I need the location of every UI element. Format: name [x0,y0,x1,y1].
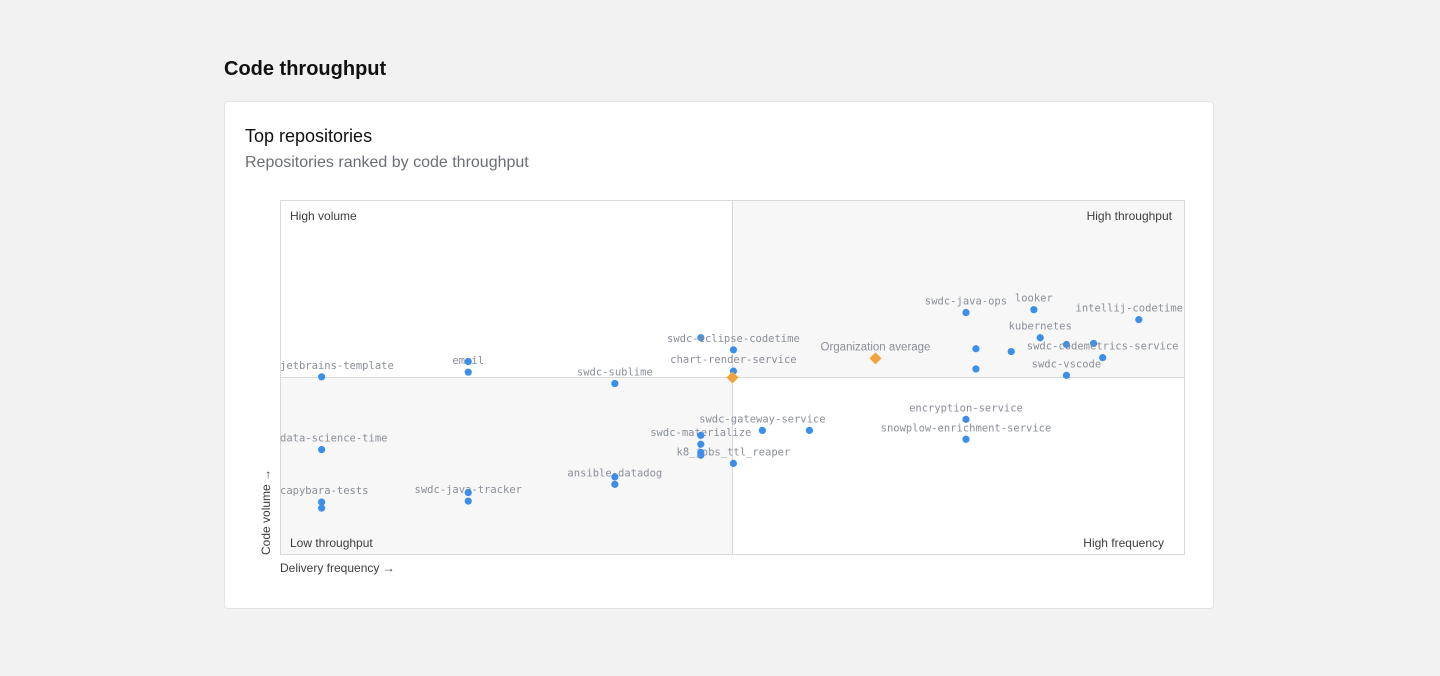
point-label: snowplow-enrichment-service [881,422,1052,434]
plot-background [280,200,1185,555]
data-point[interactable] [805,426,814,434]
point-label: swdc-gateway-service [699,413,825,425]
data-point[interactable] [697,431,705,439]
data-point[interactable] [972,345,980,353]
point-label: looker [1015,293,1053,305]
data-point[interactable] [697,440,705,448]
point-label: chart-render-service [670,354,796,366]
data-point[interactable] [464,497,472,505]
data-point[interactable] [464,357,472,366]
data-point[interactable] [697,448,705,457]
average-marker[interactable] [726,371,739,384]
data-point[interactable] [962,435,970,443]
point-label: data-science-time [280,433,387,445]
point-label: swdc-codemetrics-service [1027,341,1179,353]
page-title: Code throughput [224,58,387,80]
data-point[interactable] [1099,354,1107,362]
data-point[interactable] [1062,371,1071,379]
point-label: swdc-sublime [577,367,653,379]
point-label: swdc-java-ops [925,296,1007,308]
data-point[interactable] [611,379,619,388]
data-point[interactable] [1062,340,1071,349]
quadrant-low-throughput [280,377,733,555]
data-point[interactable] [318,445,326,454]
data-point[interactable] [464,488,472,497]
data-point[interactable] [1135,316,1143,324]
point-label: kubernetes [1009,321,1072,333]
organization-average-label: Organization average [821,341,931,353]
point-label: jetbrains-template [280,360,394,372]
point-label: swdc-eclipse-codetime [667,333,800,345]
quadrant-label-high-throughput: High throughput [1087,209,1173,223]
data-point[interactable] [697,334,705,342]
quadrant-label-low-throughput: Low throughput [290,536,373,550]
data-point[interactable] [972,365,980,373]
quadrant-labels: High volume High throughput Low throughp… [290,209,1173,550]
data-point[interactable] [318,373,326,381]
plot-border [280,200,1185,555]
data-point[interactable] [962,308,970,317]
data-point[interactable] [962,415,970,423]
card-title: Top repositories [245,126,373,146]
y-axis-label: Code volume → [259,469,273,555]
data-point[interactable] [464,368,472,376]
data-point[interactable] [758,426,766,434]
card-subtitle: Repositories ranked by code throughput [245,154,529,171]
point-label: intellij-codetime [1076,303,1183,315]
data-point[interactable] [1007,347,1015,356]
data-point[interactable] [1030,306,1038,314]
quadrant-label-high-frequency: High frequency [1083,536,1164,550]
point-label: k8_jobs_ttl_reaper [677,446,791,458]
quadrant-label-high-volume: High volume [290,209,357,223]
data-point[interactable] [729,346,738,354]
data-point[interactable] [1036,334,1044,342]
data-points: jetbrains-templateemailswdc-sublimeswdc-… [280,293,1183,512]
data-point[interactable] [1089,339,1098,348]
quadrant-high-throughput [732,200,1185,378]
data-point[interactable] [729,459,738,468]
point-label: swdc-vscode [1032,358,1102,370]
point-label: encryption-service [909,402,1023,414]
point-label: capybara-tests [280,485,369,497]
data-point[interactable] [318,504,326,512]
x-axis-label: Delivery frequency → [280,561,395,575]
data-point[interactable] [611,473,619,481]
organization-average-marker[interactable] [869,352,882,365]
data-point[interactable] [611,480,619,488]
data-point[interactable] [318,498,326,506]
